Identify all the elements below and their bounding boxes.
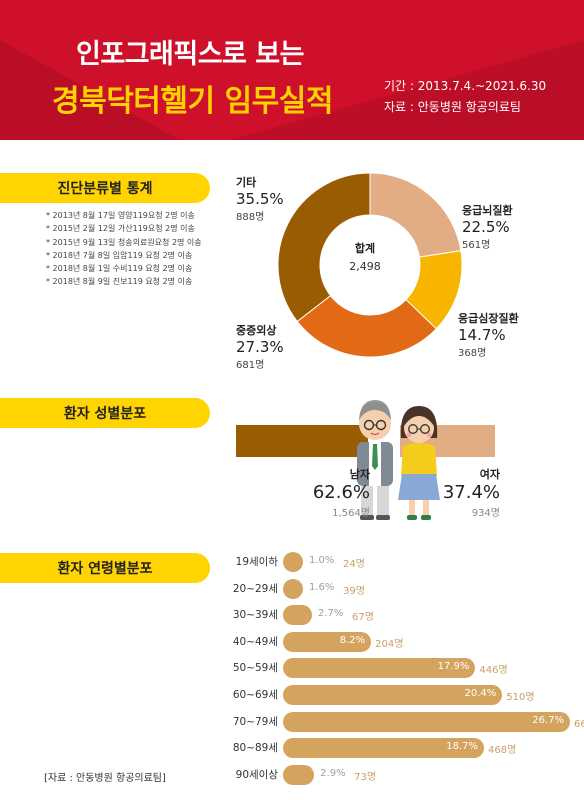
page-title-line1: 인포그래픽스로 보는 bbox=[76, 39, 304, 70]
male-percent: 62.6% bbox=[312, 482, 370, 503]
slice-count: 681명 bbox=[236, 360, 265, 371]
age-count-label: 24명 bbox=[343, 559, 365, 570]
slice-name: 응급심장질환 bbox=[458, 312, 519, 325]
header-background-graphic bbox=[0, 0, 584, 140]
slice-name: 중증외상 bbox=[236, 324, 277, 337]
age-bar bbox=[283, 711, 570, 732]
age-count-label: 67명 bbox=[352, 612, 374, 624]
age-percent-label: 8.2% bbox=[339, 634, 366, 646]
age-row: 40~49세 8.2% 204명 bbox=[0, 631, 584, 652]
slice-label-heart: 응급심장질환 14.7% 368명 bbox=[458, 310, 519, 359]
total-label: 합계 bbox=[354, 242, 376, 255]
age-percent-label: 2.9% bbox=[320, 767, 346, 779]
age-percent-label: 2.7% bbox=[318, 608, 344, 620]
age-count-label: 468명 bbox=[488, 745, 517, 757]
age-bar bbox=[283, 738, 484, 759]
age-category-label: 60~69세 bbox=[232, 689, 278, 701]
slice-percent: 27.3% bbox=[236, 338, 284, 356]
slice-label-trauma: 중증외상 27.3% 681명 bbox=[236, 322, 284, 371]
age-count-label: 446명 bbox=[479, 665, 508, 677]
note-item: * 2015년 2월 12일 가산119요청 2명 이송 bbox=[46, 224, 195, 234]
slice-label-etc: 기타 35.5% 888명 bbox=[236, 174, 284, 223]
age-count-label: 73명 bbox=[354, 771, 377, 783]
age-bar bbox=[283, 685, 503, 705]
male-label: 남자 bbox=[349, 468, 370, 481]
male-stats: 남자 62.6% 1,564명 bbox=[270, 466, 370, 519]
age-bar bbox=[283, 552, 303, 572]
donut-slice-2 bbox=[296, 294, 437, 358]
slice-percent: 35.5% bbox=[236, 190, 284, 208]
man-figure bbox=[357, 400, 393, 520]
age-category-label: 90세이상 bbox=[235, 768, 278, 781]
age-count-label: 667명 bbox=[574, 718, 584, 730]
age-category-label: 20~29세 bbox=[232, 582, 278, 595]
female-percent: 37.4% bbox=[442, 482, 500, 503]
diagnosis-donut-chart bbox=[277, 172, 463, 358]
age-count-label: 39명 bbox=[343, 585, 365, 597]
note-item: * 2015년 9월 13일 청송의료원요청 2명 이송 bbox=[46, 237, 202, 247]
age-percent-label: 18.7% bbox=[446, 741, 478, 753]
note-item: * 2018년 8월 1일 수비119 요청 2명 이송 bbox=[46, 264, 193, 274]
age-row: 20~29세 1.6% 39명 bbox=[0, 578, 584, 599]
period-text: 기간 : 2013.7.4.~2021.6.30 bbox=[384, 79, 547, 93]
age-category-label: 50~59세 bbox=[232, 662, 278, 675]
male-count: 1,564명 bbox=[332, 508, 370, 519]
note-item: * 2018년 7월 8일 입암119 요청 2명 이송 bbox=[46, 250, 193, 260]
age-category-label: 70~79세 bbox=[232, 715, 278, 728]
donut-center-total: 합계 2,498 bbox=[310, 240, 420, 273]
donut-slice-0 bbox=[369, 172, 462, 258]
total-value: 2,498 bbox=[349, 260, 381, 273]
couple-illustration bbox=[357, 400, 440, 520]
age-percent-label: 1.0% bbox=[309, 555, 335, 566]
slice-name: 응급뇌질환 bbox=[462, 204, 513, 217]
section-label-gender: 환자 성별분포 bbox=[0, 398, 210, 428]
page-title-line2: 경북닥터헬기 임무실적 bbox=[52, 84, 333, 119]
age-row: 70~79세 26.7% 667명 bbox=[0, 711, 584, 732]
section-label-age: 환자 연령별분포 bbox=[0, 553, 210, 583]
slice-count: 368명 bbox=[458, 348, 487, 359]
age-bar bbox=[283, 764, 315, 785]
age-category-label: 40~49세 bbox=[232, 635, 278, 648]
female-count: 934명 bbox=[471, 508, 500, 519]
source-text: 자료 : 안동병원 항공의료팀 bbox=[384, 100, 521, 114]
female-label: 여자 bbox=[479, 468, 500, 481]
age-category-label: 19세이하 bbox=[235, 556, 278, 568]
age-bar bbox=[283, 631, 372, 652]
slice-percent: 22.5% bbox=[462, 218, 510, 236]
slice-count: 561명 bbox=[462, 240, 491, 251]
age-category-label: 30~39세 bbox=[232, 609, 278, 622]
age-percent-label: 26.7% bbox=[532, 714, 564, 726]
note-item: * 2013년 8월 17일 영양119요청 2명 이송 bbox=[46, 211, 195, 220]
footer-source: [자료 : 안동병원 항공의료팀] bbox=[44, 773, 166, 784]
slice-label-brain: 응급뇌질환 22.5% 561명 bbox=[462, 202, 513, 251]
slice-name: 기타 bbox=[236, 176, 257, 189]
age-count-label: 510명 bbox=[506, 692, 535, 703]
age-percent-label: 20.4% bbox=[464, 688, 497, 699]
age-row: 50~59세 17.9% 446명 bbox=[0, 658, 584, 679]
male-share-bar bbox=[236, 425, 368, 457]
age-row: 60~69세 20.4% 510명 bbox=[0, 685, 584, 705]
slice-percent: 14.7% bbox=[458, 326, 506, 344]
age-row: 19세이하 1.0% 24명 bbox=[0, 552, 584, 572]
note-item: * 2018년 8월 9일 진보119 요청 2명 이송 bbox=[46, 277, 193, 287]
age-count-label: 204명 bbox=[375, 638, 404, 650]
section-label-diagnosis: 진단분류별 통계 bbox=[0, 173, 210, 203]
age-bar bbox=[283, 605, 313, 626]
age-category-label: 80~89세 bbox=[232, 742, 278, 755]
header-banner: 인포그래픽스로 보는 경북닥터헬기 임무실적 기간 : 2013.7.4.~20… bbox=[0, 0, 584, 140]
notes-list: * 2013년 8월 17일 영양119요청 2명 이송 * 2015년 2월 … bbox=[46, 209, 202, 289]
donut-slice-3 bbox=[277, 172, 371, 323]
age-bar bbox=[283, 658, 476, 679]
woman-figure bbox=[398, 406, 440, 520]
slice-count: 888명 bbox=[236, 212, 265, 223]
age-percent-label: 17.9% bbox=[437, 661, 470, 673]
age-percent-label: 1.6% bbox=[309, 581, 335, 593]
age-row: 90세이상 2.9% 73명 bbox=[0, 764, 584, 785]
age-row: 30~39세 2.7% 67명 bbox=[0, 605, 584, 626]
female-stats: 여자 37.4% 934명 bbox=[400, 466, 500, 519]
age-bar bbox=[283, 578, 303, 599]
age-row: 80~89세 18.7% 468명 bbox=[0, 738, 584, 759]
